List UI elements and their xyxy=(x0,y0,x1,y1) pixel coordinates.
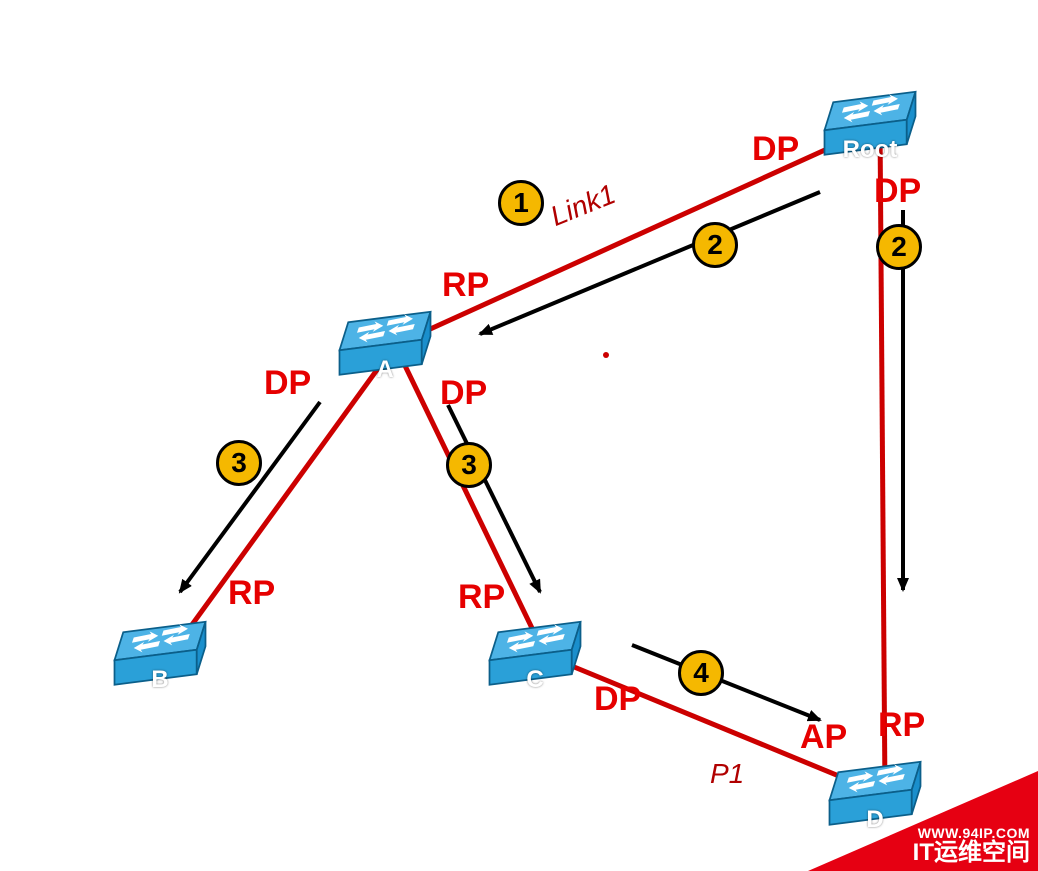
port-label-dp-0: DP xyxy=(752,130,799,169)
switch-label-root: Root xyxy=(843,136,898,164)
step-badge-2-2: 2 xyxy=(876,224,922,270)
port-label-rp-6: RP xyxy=(458,578,505,617)
step-badge-3-3: 3 xyxy=(216,440,262,486)
port-label-rp-9: RP xyxy=(878,706,925,745)
step-badge-2-1: 2 xyxy=(692,222,738,268)
step-badge-3-4: 3 xyxy=(446,442,492,488)
port-label-dp-7: DP xyxy=(594,680,641,719)
switch-label-d: D xyxy=(866,806,883,834)
link-Link1 xyxy=(395,125,880,345)
port-label-rp-2: RP xyxy=(442,266,489,305)
stray-dot xyxy=(603,352,609,358)
watermark-title: IT运维空间 xyxy=(913,832,1030,867)
switch-label-a: A xyxy=(376,356,393,384)
flow-arrow-3 xyxy=(448,405,540,592)
link-root-d xyxy=(880,125,885,795)
switch-label-c: C xyxy=(526,666,543,694)
switch-c: C xyxy=(480,620,590,690)
port-label-dp-4: DP xyxy=(440,374,487,413)
switch-a: A xyxy=(330,310,440,380)
switch-d: D xyxy=(820,760,930,830)
step-badge-1-0: 1 xyxy=(498,180,544,226)
port-label-dp-3: DP xyxy=(264,364,311,403)
switch-b: B xyxy=(105,620,215,690)
switch-root: Root xyxy=(815,90,925,160)
switch-label-b: B xyxy=(151,666,168,694)
link-label-P1: P1 xyxy=(710,758,744,790)
flow-arrow-2 xyxy=(180,402,320,592)
step-badge-4-5: 4 xyxy=(678,650,724,696)
port-label-rp-5: RP xyxy=(228,574,275,613)
flow-arrow-4 xyxy=(632,645,820,720)
port-label-dp-1: DP xyxy=(874,172,921,211)
port-label-ap-8: AP xyxy=(800,718,847,757)
